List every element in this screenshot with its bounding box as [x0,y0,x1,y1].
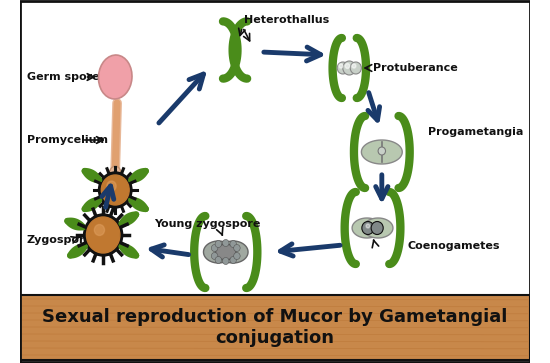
Circle shape [371,221,383,234]
Ellipse shape [98,55,132,99]
Circle shape [211,253,218,260]
Circle shape [215,257,222,264]
Text: Heterothallus: Heterothallus [244,15,329,25]
Text: Germ spores: Germ spores [27,72,106,82]
Circle shape [352,64,356,68]
Text: Protuberance: Protuberance [372,63,457,73]
Text: Promycelium: Promycelium [27,135,108,145]
Circle shape [362,221,374,234]
Circle shape [223,257,229,265]
Polygon shape [204,241,233,263]
Circle shape [101,175,129,205]
Circle shape [345,64,350,69]
Polygon shape [361,140,402,164]
Circle shape [339,64,343,68]
Text: Young zygospore: Young zygospore [154,219,260,229]
Circle shape [234,245,240,252]
Circle shape [366,224,370,228]
Circle shape [230,241,236,248]
Polygon shape [363,218,393,238]
Circle shape [95,224,104,236]
Circle shape [211,245,218,252]
Circle shape [86,217,120,253]
Polygon shape [218,241,248,263]
Ellipse shape [109,166,121,184]
Polygon shape [352,218,382,238]
Circle shape [234,253,240,260]
FancyBboxPatch shape [20,295,530,360]
Circle shape [215,241,222,248]
Circle shape [337,62,348,74]
Circle shape [378,147,386,155]
Text: Sexual reproduction of Mucor by Gametangial
conjugation: Sexual reproduction of Mucor by Gametang… [42,308,508,347]
Text: Progametangia: Progametangia [428,127,524,137]
Circle shape [223,240,229,246]
Circle shape [350,62,361,74]
Circle shape [107,181,116,191]
Text: Coenogametes: Coenogametes [408,241,501,251]
Circle shape [98,172,132,208]
Circle shape [343,61,356,75]
Circle shape [230,257,236,264]
Circle shape [84,214,123,256]
Text: Zygospore: Zygospore [27,235,93,245]
Ellipse shape [216,244,236,260]
